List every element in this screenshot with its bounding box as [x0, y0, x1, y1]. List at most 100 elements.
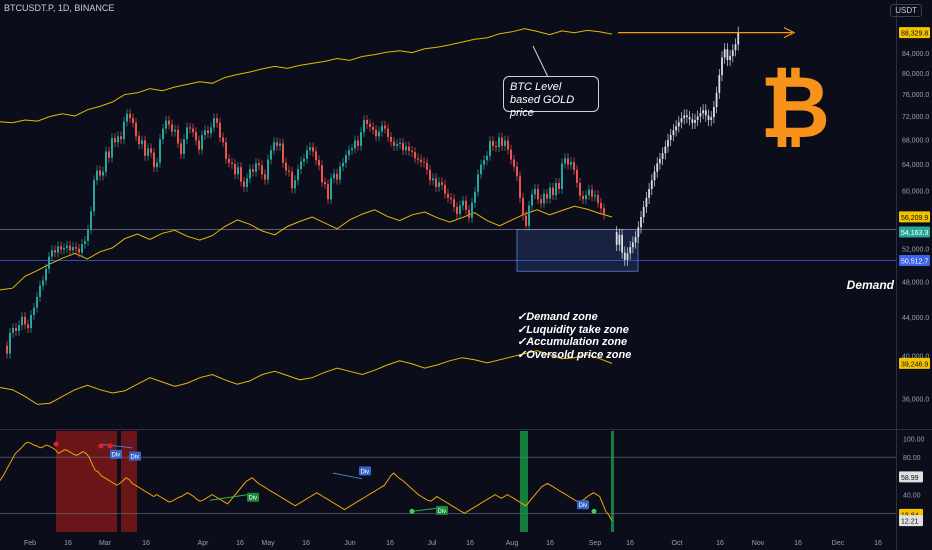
candle-body — [282, 143, 284, 163]
candle-body — [234, 164, 236, 175]
target-arrow-head — [783, 27, 796, 39]
candle-body — [495, 145, 497, 148]
divergence-tag-bg — [110, 449, 122, 459]
candle — [333, 168, 335, 184]
candle-body — [81, 244, 83, 253]
candle — [366, 115, 368, 129]
projection-candle — [629, 241, 632, 260]
candle-body — [153, 152, 155, 168]
callout-line-2: based GOLD price — [510, 94, 575, 119]
candle-body — [60, 246, 62, 250]
projection-candle — [683, 109, 686, 125]
x-tick-label: 16 — [302, 540, 310, 547]
candle — [108, 146, 110, 163]
candle — [567, 153, 569, 170]
candle — [294, 175, 296, 194]
candle — [561, 158, 563, 194]
divergence-tag: Div — [436, 505, 448, 515]
candle-body — [390, 136, 392, 142]
projection-candle — [688, 111, 691, 126]
candle — [528, 200, 530, 231]
x-tick-label: Feb — [24, 540, 36, 547]
candle-body — [66, 245, 68, 248]
candle — [387, 123, 389, 142]
candle — [261, 160, 263, 180]
candle-body — [351, 148, 353, 151]
candle-body — [348, 150, 350, 156]
currency-selector[interactable]: USDT — [890, 4, 922, 17]
candle-body — [513, 159, 515, 167]
candle-body — [567, 158, 569, 165]
candle — [483, 155, 485, 170]
candle-body — [381, 125, 383, 132]
candle — [432, 173, 434, 186]
candle — [558, 178, 560, 194]
callout-box: BTC Level based GOLD price — [503, 76, 599, 119]
gold-upper-line — [0, 28, 613, 124]
oscillator-label-text: 12.21 — [901, 519, 919, 526]
projection-candle — [737, 26, 740, 51]
projection-body — [734, 44, 737, 51]
candle-body — [516, 166, 518, 177]
candle-body — [582, 195, 584, 200]
divergence-tag: Div — [577, 500, 589, 510]
x-tick-label: 16 — [716, 540, 724, 547]
candle — [90, 206, 92, 235]
candle-body — [198, 140, 200, 150]
projection-body — [640, 217, 642, 228]
candle — [66, 240, 68, 253]
candle-body — [537, 188, 539, 200]
candle-body — [561, 163, 563, 189]
candle — [105, 146, 107, 177]
projection-body — [675, 126, 677, 131]
candle-body — [435, 178, 437, 187]
candle-body — [258, 163, 260, 166]
candle-body — [480, 164, 482, 175]
callout-line-1: BTC Level — [510, 81, 562, 93]
projection-body — [729, 56, 731, 60]
projection-candle — [634, 231, 637, 249]
candle — [276, 137, 278, 151]
sell-signal-dot — [107, 443, 113, 449]
candle — [78, 243, 80, 258]
candle-body — [108, 151, 110, 158]
candle — [15, 323, 17, 336]
x-tick-label: Mar — [99, 540, 112, 547]
candle-body — [318, 160, 320, 166]
projection-body — [623, 252, 626, 260]
candle — [375, 124, 377, 142]
zone-item: ✓Accumulation zone — [517, 336, 628, 348]
candle — [546, 188, 548, 204]
candle-body — [372, 126, 374, 130]
gold-lower-line — [0, 350, 613, 405]
candle-body — [384, 125, 386, 129]
candle-body — [51, 250, 53, 257]
x-tick-label: Dec — [832, 540, 845, 547]
candle-body — [186, 127, 188, 140]
oscillator-label-bg — [899, 471, 923, 483]
projection-candle — [677, 116, 680, 133]
candle-body — [459, 205, 461, 215]
candle-body — [603, 208, 605, 215]
candle-body — [312, 147, 314, 152]
bearish-divergence-line — [332, 472, 363, 480]
y-tick-label: 84,000.0 — [902, 51, 929, 58]
overbought-highlight — [121, 431, 137, 532]
projection-body — [715, 92, 718, 108]
candle — [345, 150, 347, 168]
candle — [9, 328, 11, 359]
candle — [303, 154, 305, 167]
x-tick-label: 16 — [626, 540, 634, 547]
candle — [444, 180, 446, 199]
candle — [441, 177, 443, 190]
projection-body — [645, 197, 648, 207]
candle — [273, 137, 275, 156]
candle — [288, 165, 290, 177]
y-tick-label: 72,000.0 — [902, 114, 929, 121]
projection-candle — [640, 210, 642, 234]
candle — [222, 132, 224, 148]
candle — [330, 173, 332, 205]
price-label-text: 39,246.9 — [901, 361, 928, 368]
candle-body — [141, 140, 143, 145]
